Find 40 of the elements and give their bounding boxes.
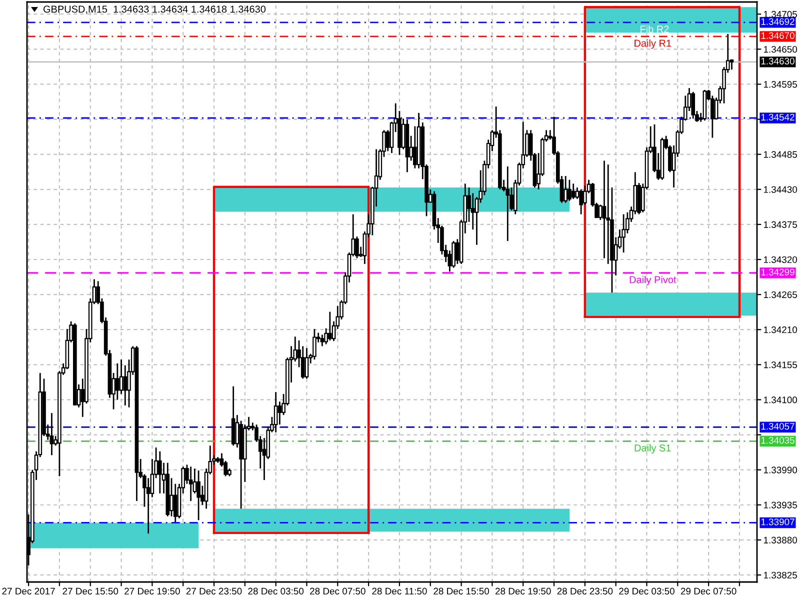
x-tick-label: 29 Dec 03:50 [619, 588, 674, 594]
y-tick-label: 1.34100 [764, 396, 798, 404]
text: 1.34542 [761, 114, 794, 121]
y-tick-label: 1.34430 [764, 186, 798, 193]
text: 1.34035 [761, 436, 794, 444]
ref-line-label: Daily Pivot [630, 276, 676, 286]
y-tick-label: 1.33990 [764, 466, 798, 474]
text: 1.34630 [761, 58, 794, 64]
x-tick-label: 27 Dec 2017 [2, 588, 55, 594]
y-tick-label: 1.34265 [764, 291, 797, 298]
y-tick-label: 1.34320 [764, 256, 798, 264]
y-tick-label: 1.34210 [764, 326, 798, 334]
y-tick-label: 1.34705 [764, 10, 797, 18]
y-tick-label: 1.33880 [764, 536, 798, 544]
text: 1.33907 [761, 518, 794, 526]
ref-line-label: Daily S1 [634, 444, 671, 454]
y-tick-label: 1.34650 [764, 46, 798, 53]
x-tick-label: 28 Dec 11:50 [372, 588, 427, 594]
x-tick-label: 29 Dec 07:50 [680, 588, 736, 594]
y-tick-label: 1.34485 [764, 151, 797, 158]
y-tick-label: 1.33935 [764, 502, 797, 508]
y-tick-label: 1.34375 [764, 221, 797, 228]
x-tick-label: 27 Dec 19:50 [124, 588, 180, 594]
x-tick-label: 27 Dec 15:50 [62, 588, 118, 594]
text: 1.34670 [761, 32, 794, 39]
x-tick-label: 27 Dec 23:50 [186, 588, 242, 594]
x-tick-label: 28 Dec 15:50 [434, 588, 490, 594]
x-tick-label: 28 Dec 19:50 [496, 588, 551, 594]
y-tick-label: 1.34595 [764, 81, 797, 88]
x-tick-label: 28 Dec 23:50 [557, 588, 613, 594]
y-tick-label: 1.34155 [764, 361, 797, 368]
x-tick-label: 28 Dec 07:50 [310, 588, 366, 594]
y-tick-label: 1.33825 [764, 572, 797, 579]
text: 1.34299 [761, 268, 794, 276]
x-tick-label: 28 Dec 03:50 [248, 588, 304, 594]
text: 1.34057 [761, 422, 794, 430]
ref-line-label: Daily R1 [634, 39, 672, 49]
text: 1.34692 [761, 18, 794, 25]
chart-title: GBPUSD,M15 1.34633 1.34634 1.34618 1.34630 [44, 6, 266, 14]
annotation: Fib R2 [640, 25, 669, 33]
